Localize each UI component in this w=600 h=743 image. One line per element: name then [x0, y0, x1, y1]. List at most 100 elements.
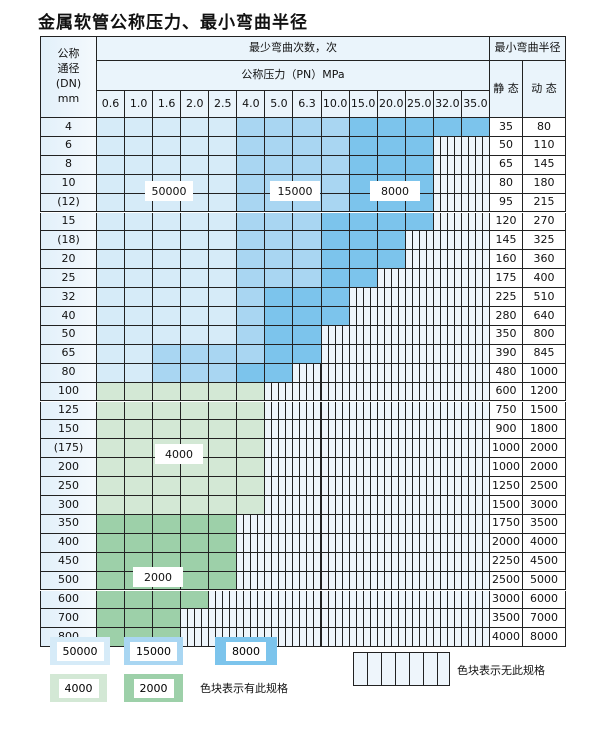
spec-cell: [181, 401, 210, 421]
spec-cell: [209, 571, 238, 591]
no-spec-cell: [237, 590, 266, 610]
spec-cell: [153, 288, 182, 307]
spec-cell: [209, 174, 238, 194]
no-spec-cell: [461, 174, 490, 194]
no-spec-cell: [349, 439, 378, 459]
region-label-green-light: 4000: [155, 444, 203, 464]
spec-cell: [293, 212, 322, 232]
spec-cell: [321, 288, 350, 307]
spec-cell: [293, 269, 322, 289]
no-spec-cell: [405, 420, 434, 440]
dn-cell: 700: [40, 609, 97, 629]
spec-cell: [237, 363, 266, 383]
no-spec-cell: [349, 496, 378, 515]
no-spec-cell: [461, 439, 490, 459]
spec-cell: [265, 212, 294, 232]
no-spec-cell: [433, 136, 462, 156]
spec-cell: [97, 571, 126, 591]
spec-cell: [321, 307, 350, 326]
dynamic-radius-cell: 6000: [523, 590, 566, 610]
spec-cell: [237, 174, 266, 194]
no-spec-cell: [433, 628, 462, 648]
static-radius-cell: 35: [490, 118, 523, 137]
spec-cell: [125, 136, 154, 156]
spec-cell: [265, 136, 294, 156]
no-spec-cell: [293, 571, 322, 591]
pressure-column-header: 6.3: [293, 91, 322, 118]
spec-cell: [265, 288, 294, 307]
static-radius-cell: 225: [490, 288, 523, 307]
dynamic-radius-cell: 215: [523, 193, 566, 213]
spec-cell: [181, 420, 210, 440]
no-spec-cell: [433, 571, 462, 591]
no-spec-cell: [461, 420, 490, 440]
dn-cell: (12): [40, 193, 97, 213]
radius-header: 最小弯曲半径: [490, 36, 566, 61]
no-spec-cell: [209, 590, 238, 610]
no-spec-cell: [461, 363, 490, 383]
spec-cell: [125, 363, 154, 383]
spec-cell: [321, 155, 350, 175]
no-spec-cell: [237, 552, 266, 572]
static-radius-cell: 80: [490, 174, 523, 194]
pressure-header: 公称压力（PN）MPa: [97, 61, 490, 91]
spec-cell: [125, 514, 154, 534]
no-spec-cell: [377, 458, 406, 478]
spec-cell: [153, 382, 182, 402]
no-spec-cell: [461, 250, 490, 270]
spec-cell: [209, 250, 238, 270]
dynamic-radius-cell: 1200: [523, 382, 566, 402]
no-spec-cell: [433, 344, 462, 364]
dn-cell: 500: [40, 571, 97, 591]
no-spec-cell: [461, 514, 490, 534]
static-radius-cell: 1000: [490, 439, 523, 459]
spec-cell: [377, 118, 406, 137]
no-spec-cell: [461, 155, 490, 175]
no-spec-cell: [377, 628, 406, 648]
dynamic-radius-cell: 5000: [523, 571, 566, 591]
spec-cell: [293, 307, 322, 326]
dynamic-radius-cell: 1000: [523, 363, 566, 383]
spec-cell: [237, 420, 266, 440]
no-spec-cell: [377, 533, 406, 553]
no-spec-cell: [461, 401, 490, 421]
spec-cell: [237, 307, 266, 326]
pressure-column-header: 2.5: [209, 91, 238, 118]
no-spec-cell: [405, 458, 434, 478]
no-spec-cell: [377, 496, 406, 515]
pressure-column-header: 0.6: [97, 91, 126, 118]
no-spec-cell: [461, 552, 490, 572]
spec-cell: [125, 118, 154, 137]
no-spec-cell: [321, 325, 350, 345]
no-spec-cell: [265, 590, 294, 610]
spec-cell: [153, 155, 182, 175]
static-radius-cell: 3500: [490, 609, 523, 629]
no-spec-cell: [265, 382, 294, 402]
no-spec-cell: [433, 193, 462, 213]
no-spec-cell: [405, 250, 434, 270]
static-radius-cell: 160: [490, 250, 523, 270]
legend-swatch: 2000: [124, 674, 183, 702]
no-spec-cell: [461, 212, 490, 232]
spec-cell: [97, 307, 126, 326]
spec-cell: [349, 269, 378, 289]
no-spec-cell: [433, 307, 462, 326]
no-spec-cell: [377, 307, 406, 326]
dn-cell: 150: [40, 420, 97, 440]
static-radius-cell: 1000: [490, 458, 523, 478]
spec-cell: [125, 269, 154, 289]
spec-cell: [153, 344, 182, 364]
no-spec-cell: [377, 590, 406, 610]
no-spec-cell: [349, 363, 378, 383]
no-spec-cell: [265, 439, 294, 459]
static-radius-cell: 4000: [490, 628, 523, 648]
legend-note: 色块表示有此规格: [200, 682, 288, 695]
spec-cell: [125, 212, 154, 232]
no-spec-cell: [461, 571, 490, 591]
legend-label: 50000: [56, 641, 104, 661]
spec-cell: [181, 118, 210, 137]
no-spec-cell: [181, 609, 210, 629]
no-spec-cell: [349, 533, 378, 553]
static-radius-cell: 900: [490, 420, 523, 440]
spec-cell: [181, 382, 210, 402]
